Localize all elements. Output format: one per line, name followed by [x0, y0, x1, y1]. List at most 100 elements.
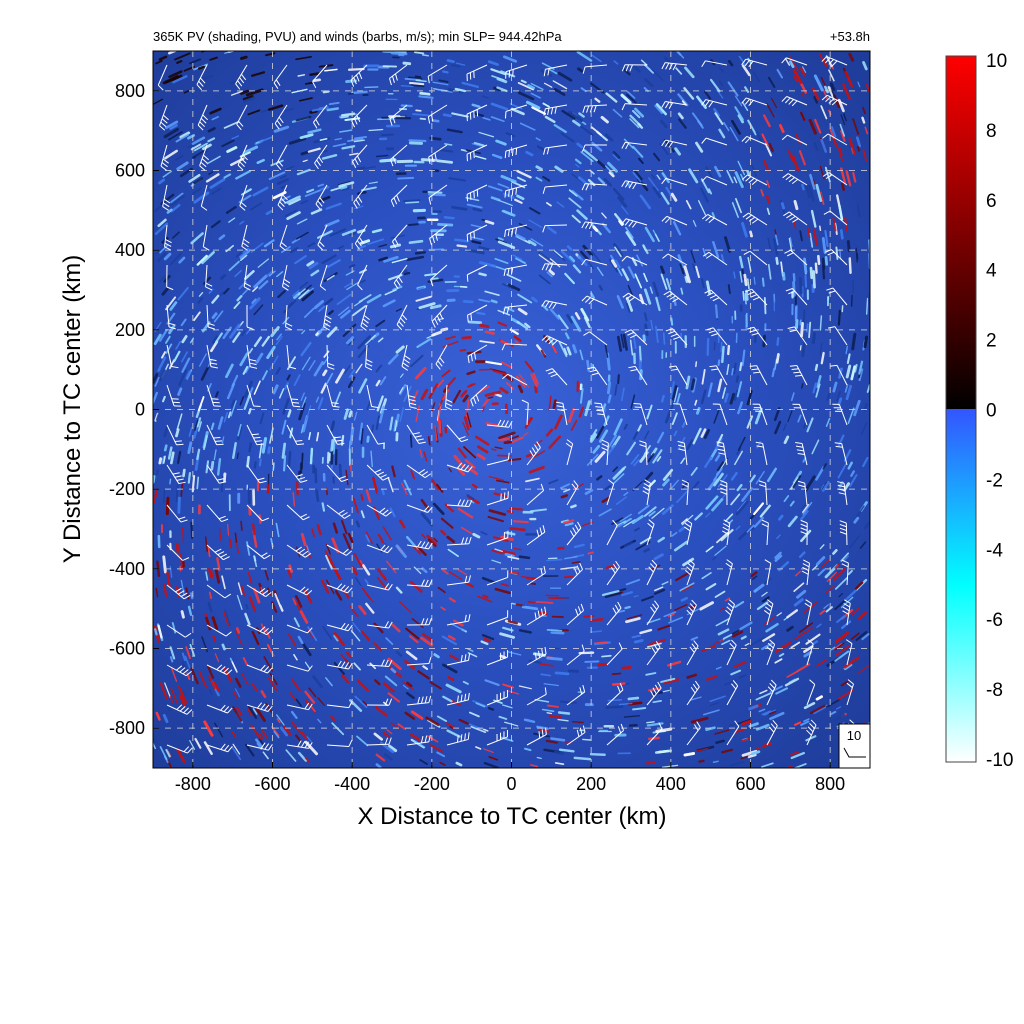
- pv-streak: [402, 684, 409, 690]
- pv-streak: [242, 657, 248, 666]
- wind-barb: [726, 639, 737, 666]
- pv-streak: [265, 702, 274, 714]
- pv-streak: [538, 728, 550, 733]
- pv-streak: [546, 656, 563, 661]
- pv-streak: [320, 382, 328, 394]
- pv-streak: [322, 369, 328, 377]
- pv-streak: [580, 308, 590, 322]
- pv-streak: [841, 182, 846, 191]
- pv-streak: [629, 339, 634, 356]
- pv-streak: [809, 232, 814, 248]
- pv-streak: [752, 71, 761, 83]
- wind-barb: [622, 292, 648, 306]
- pv-streak: [847, 461, 853, 470]
- wind-barb: [764, 559, 772, 586]
- wind-barb: [326, 344, 335, 370]
- pv-streak: [475, 702, 486, 708]
- pv-streak: [202, 143, 212, 151]
- pv-streak: [840, 596, 854, 609]
- wind-barb: [360, 304, 370, 331]
- pv-streak: [181, 527, 185, 545]
- pv-streak: [677, 93, 689, 107]
- pv-streak: [650, 68, 664, 81]
- pv-streak: [484, 390, 502, 397]
- pv-streak: [155, 469, 159, 484]
- pv-streak: [446, 128, 463, 134]
- pv-streak: [332, 522, 339, 534]
- wind-barb: [429, 224, 448, 246]
- wind-barb: [286, 624, 313, 634]
- pv-streak: [197, 297, 204, 304]
- wind-barb: [642, 479, 652, 506]
- pv-streak: [187, 605, 193, 616]
- pv-streak: [819, 225, 822, 231]
- wind-barb: [646, 600, 660, 626]
- pv-streak: [291, 721, 301, 733]
- wind-barb: [781, 57, 808, 66]
- wind-barb: [366, 698, 393, 706]
- pv-streak: [389, 243, 402, 249]
- wind-barb: [166, 424, 184, 446]
- pv-streak: [672, 297, 677, 307]
- wind-barb: [239, 184, 248, 211]
- pv-streak: [786, 670, 798, 678]
- pv-streak: [312, 675, 323, 689]
- wind-barb: [166, 544, 190, 561]
- pv-streak: [812, 228, 818, 246]
- pv-streak: [243, 393, 252, 410]
- pv-streak: [343, 408, 350, 420]
- pv-streak: [660, 273, 668, 290]
- pv-streak: [708, 188, 713, 195]
- pv-streak: [237, 423, 242, 437]
- pv-streak: [171, 74, 183, 82]
- pv-streak: [175, 428, 180, 438]
- pv-streak: [192, 150, 205, 159]
- pv-streak: [834, 563, 840, 569]
- pv-streak: [662, 332, 666, 345]
- pv-streak: [411, 618, 424, 629]
- pv-streak: [549, 258, 561, 268]
- barb-reference: 10: [838, 723, 871, 769]
- pv-streak: [820, 351, 825, 365]
- pv-streak: [514, 198, 523, 204]
- pv-streak: [414, 75, 421, 78]
- pv-streak: [403, 479, 412, 496]
- pv-streak: [825, 606, 833, 613]
- pv-streak: [612, 466, 619, 473]
- pv-streak: [487, 515, 504, 523]
- pv-streak: [193, 311, 201, 321]
- wind-barb: [661, 139, 688, 148]
- pv-streak: [488, 756, 499, 761]
- wind-barb: [502, 373, 528, 386]
- pv-streak: [260, 623, 266, 632]
- pv-streak: [436, 379, 445, 388]
- pv-streak: [198, 671, 208, 689]
- pv-streak: [304, 189, 321, 197]
- wind-barb: [668, 365, 688, 386]
- pv-streak: [190, 232, 204, 245]
- pv-streak: [620, 387, 625, 402]
- pv-streak: [643, 506, 657, 517]
- pv-streak: [778, 652, 785, 657]
- pv-streak: [631, 514, 644, 525]
- pv-streak: [714, 112, 724, 125]
- pv-streak: [207, 601, 213, 613]
- wind-barb: [357, 264, 368, 291]
- pv-streak: [830, 126, 837, 138]
- pv-streak: [168, 131, 183, 141]
- pv-streak: [269, 672, 278, 686]
- pv-streak: [637, 122, 644, 129]
- pv-streak: [172, 75, 188, 84]
- pv-streak: [783, 495, 790, 503]
- pv-streak: [276, 718, 281, 724]
- pv-streak: [353, 411, 358, 421]
- pv-streak: [246, 455, 250, 468]
- pv-streak: [651, 174, 656, 180]
- pv-streak: [461, 81, 480, 89]
- wind-barb: [821, 56, 848, 67]
- pv-streak: [815, 556, 826, 566]
- pv-streak: [567, 407, 576, 423]
- pv-streak: [507, 555, 520, 560]
- pv-streak: [275, 522, 280, 538]
- pv-streak: [252, 186, 269, 197]
